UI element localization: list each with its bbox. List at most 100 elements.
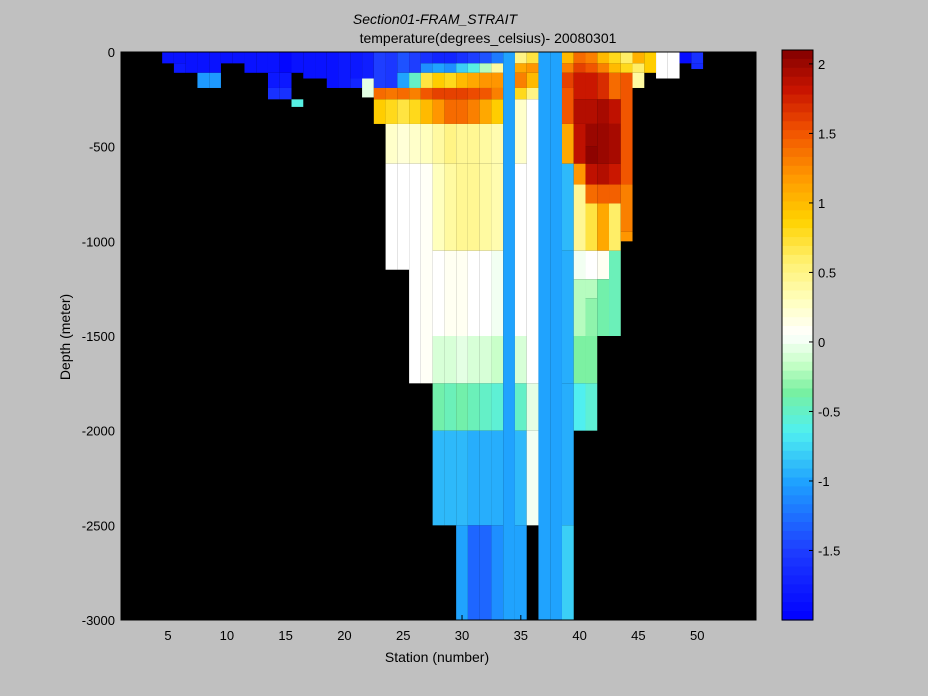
heatmap-cell xyxy=(573,250,586,280)
colorbar-segment xyxy=(782,50,813,60)
heatmap-cell xyxy=(597,63,610,73)
heatmap-cell xyxy=(479,383,492,431)
heatmap-cell xyxy=(585,146,598,164)
heatmap-cell xyxy=(456,63,468,73)
heatmap-cell xyxy=(326,52,339,88)
heatmap-cell xyxy=(373,52,386,88)
heatmap-cell xyxy=(397,52,410,73)
heatmap-cell xyxy=(432,87,445,100)
heatmap-cell xyxy=(514,430,527,526)
colorbar-segment xyxy=(782,299,813,309)
heatmap-cell xyxy=(632,63,645,73)
colorbar-segment xyxy=(782,415,813,425)
y-tick-label: 0 xyxy=(108,45,115,60)
heatmap-cell xyxy=(432,163,445,251)
colorbar-segment xyxy=(782,130,813,140)
colorbar-segment xyxy=(782,361,813,372)
y-tick-label: -2500 xyxy=(82,518,115,533)
heatmap-cell xyxy=(573,99,586,124)
heatmap-cell xyxy=(385,163,398,270)
colorbar-segment xyxy=(782,183,813,194)
heatmap-cell xyxy=(350,52,363,79)
heatmap-cell xyxy=(491,63,504,73)
heatmap-cell xyxy=(597,52,610,64)
heatmap-cell xyxy=(573,63,586,73)
heatmap-cell xyxy=(597,123,610,164)
heatmap-cell xyxy=(432,383,445,431)
heatmap-cell xyxy=(561,525,574,620)
heatmap-cell xyxy=(362,52,374,79)
heatmap-cell xyxy=(456,52,468,64)
heatmap-cell xyxy=(409,123,421,164)
heatmap-cell xyxy=(503,52,515,620)
heatmap-cell xyxy=(561,52,574,64)
heatmap-cell xyxy=(197,52,210,73)
heatmap-cell xyxy=(585,184,598,204)
x-tick-label: 10 xyxy=(220,628,234,643)
heatmap-cell xyxy=(691,63,704,70)
heatmap-cell xyxy=(644,52,657,73)
heatmap-cell xyxy=(444,72,457,88)
heatmap-cell xyxy=(467,87,480,100)
heatmap-cell xyxy=(609,99,621,124)
heatmap-cell xyxy=(432,63,445,73)
heatmap-cell xyxy=(491,52,504,64)
heatmap-cell xyxy=(526,99,539,384)
y-tick-label: -1500 xyxy=(82,329,115,344)
colorbar-segment xyxy=(782,192,813,203)
heatmap-cell xyxy=(620,72,633,185)
heatmap-cell xyxy=(585,203,598,251)
heatmap-cell xyxy=(467,525,480,620)
y-tick-label: -2000 xyxy=(82,424,115,439)
heatmap-cell xyxy=(432,336,445,384)
colorbar-segment xyxy=(782,370,813,381)
colorbar-segment xyxy=(782,121,813,131)
heatmap-cell xyxy=(420,99,433,124)
heatmap-cell xyxy=(620,231,633,242)
x-tick-label: 20 xyxy=(337,628,351,643)
heatmap-cell xyxy=(491,383,504,431)
heatmap-cell xyxy=(420,87,433,100)
colorbar-segment xyxy=(782,308,813,318)
heatmap-cell xyxy=(609,250,621,336)
heatmap-cell xyxy=(561,163,574,251)
colorbar-segment xyxy=(782,388,813,398)
heatmap-cell xyxy=(526,63,539,73)
colorbar-segment xyxy=(782,495,813,505)
heatmap-cell xyxy=(456,99,468,124)
heatmap-cell xyxy=(432,99,445,124)
heatmap-cell xyxy=(444,430,457,526)
heatmap-cell xyxy=(467,123,480,164)
heatmap-cell xyxy=(609,203,621,251)
heatmap-cell xyxy=(220,52,233,64)
heatmap-cell xyxy=(550,52,562,620)
colorbar-segment xyxy=(782,228,813,238)
colorbar-segment xyxy=(782,450,813,461)
heatmap-cell xyxy=(303,52,316,79)
heatmap-cell xyxy=(585,52,598,64)
colorbar-segment xyxy=(782,326,813,336)
heatmap-cell xyxy=(244,52,257,73)
colorbar-segment xyxy=(782,174,813,185)
heatmap-cell xyxy=(514,336,527,384)
heatmap-cell xyxy=(597,72,610,100)
heatmap-cell xyxy=(573,163,586,185)
x-tick-label: 15 xyxy=(278,628,292,643)
heatmap-cell xyxy=(467,52,480,64)
heatmap-cell xyxy=(479,63,492,73)
heatmap-cell xyxy=(279,87,292,100)
colorbar-segment xyxy=(782,219,813,229)
heatmap-cell xyxy=(456,72,468,88)
heatmap-cell xyxy=(467,99,480,124)
heatmap-cell xyxy=(597,184,610,204)
colorbar-tick-label: -1 xyxy=(818,474,830,489)
heatmap-cell xyxy=(585,383,598,431)
heatmap-cell xyxy=(479,525,492,620)
colorbar-segment xyxy=(782,486,813,496)
heatmap-cell xyxy=(609,163,621,185)
colorbar-tick-label: 1 xyxy=(818,196,825,211)
heatmap-cell xyxy=(420,72,433,88)
heatmap-cell xyxy=(597,99,610,124)
heatmap-cell xyxy=(256,52,268,73)
heatmap-cell xyxy=(432,430,445,526)
